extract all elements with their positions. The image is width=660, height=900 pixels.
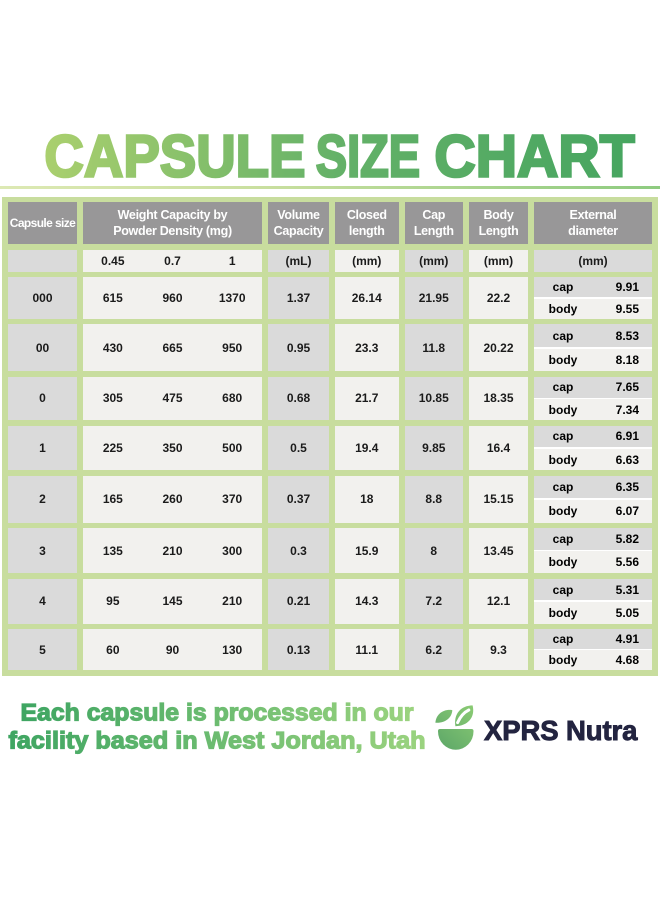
- svg-text:Each capsule is processed in o: Each capsule is processed in our: [21, 700, 414, 727]
- svg-text:CHART: CHART: [434, 123, 634, 189]
- svg-text:facility based in West Jordan,: facility based in West Jordan, Utah: [9, 728, 426, 755]
- svg-text:XPRS Nutra: XPRS Nutra: [484, 715, 638, 746]
- svg-text:SIZE: SIZE: [316, 123, 420, 189]
- svg-text:CAPSULE: CAPSULE: [44, 123, 305, 189]
